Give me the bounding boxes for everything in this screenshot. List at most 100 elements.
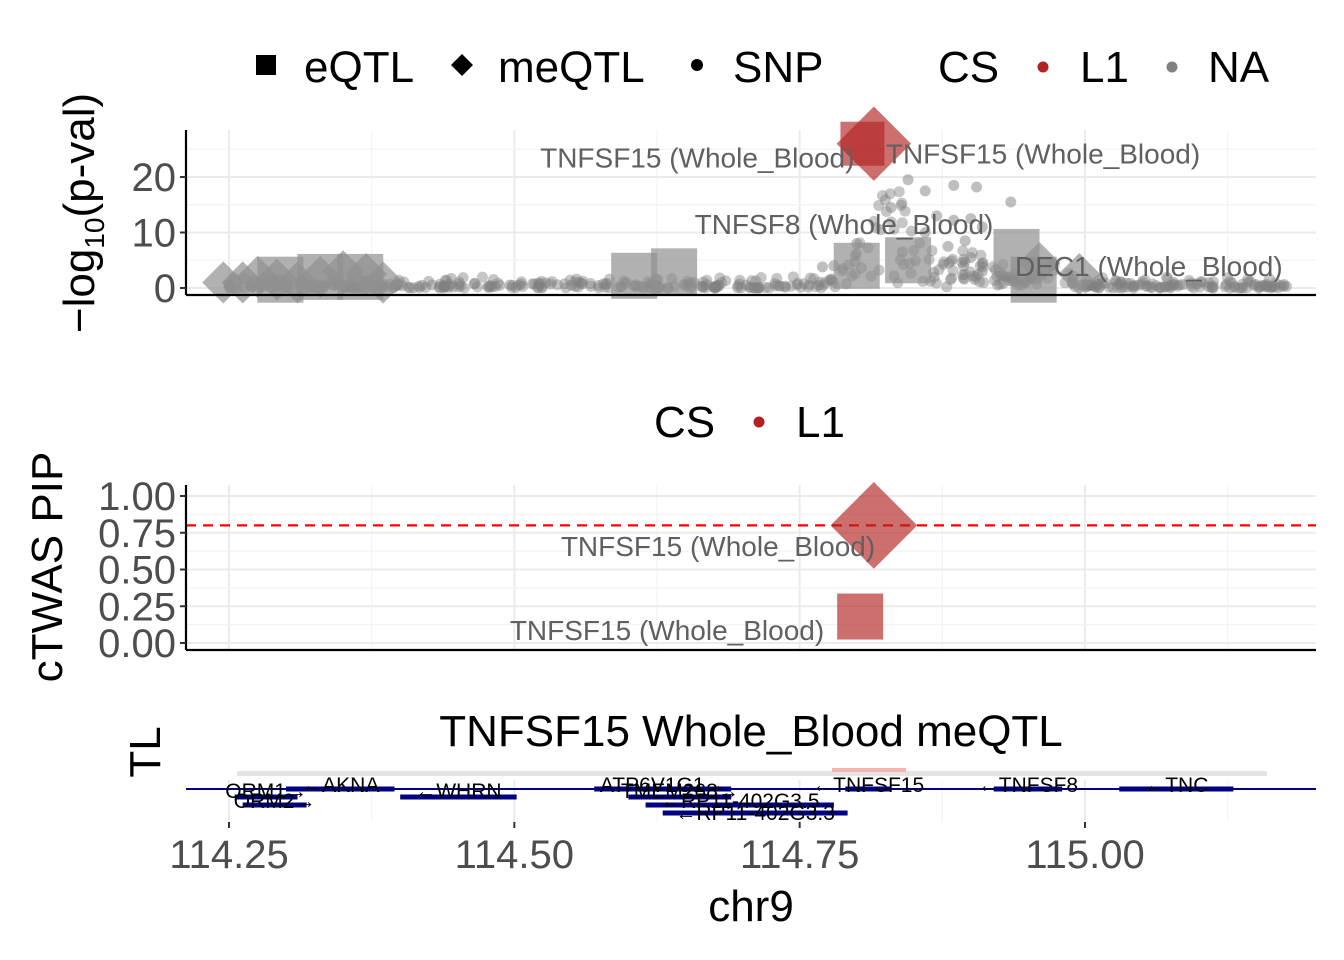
snp-point: [1194, 281, 1206, 293]
snp-point: [515, 278, 527, 290]
snp-point: [937, 259, 949, 271]
snp-point: [512, 279, 524, 291]
snp-point: [945, 255, 957, 267]
snp-point: [930, 277, 942, 289]
snp-point: [933, 264, 945, 276]
snp-point: [1253, 281, 1265, 293]
snp-point: [1159, 281, 1171, 293]
snp-point: [749, 282, 761, 294]
snp-point: [941, 281, 953, 293]
snp-point: [785, 280, 797, 292]
snp-point: [504, 279, 516, 291]
snp-point: [876, 190, 888, 202]
snp-point: [1242, 273, 1254, 285]
snp-point: [1267, 280, 1279, 292]
snp-point: [443, 281, 455, 293]
snp-point: [977, 257, 989, 269]
track-x-ticks: 114.25 114.50 114.75 115.00: [169, 822, 1145, 877]
snp-point: [928, 271, 940, 283]
gene-label: ←WHRN: [415, 780, 501, 803]
eqtl-point: [611, 252, 658, 299]
x-tick-label: 114.50: [455, 833, 574, 877]
snp-point: [536, 281, 548, 293]
snp-point: [1235, 282, 1247, 294]
snp-point: [942, 240, 954, 252]
snp-point: [816, 261, 828, 273]
snp-point: [453, 278, 465, 290]
snp-point: [697, 281, 709, 293]
snp-point: [752, 282, 764, 294]
gwas-legend: eQTL meQTL SNP CS L1 NA: [256, 43, 1270, 92]
snp-point: [1133, 279, 1145, 291]
snp-point: [745, 282, 757, 294]
snp-point: [1142, 280, 1154, 292]
snp-point: [599, 281, 611, 293]
snp-point: [938, 256, 950, 268]
snp-point: [1164, 280, 1176, 292]
snp-point: [414, 282, 426, 294]
snp-point: [487, 273, 499, 285]
snp-point: [469, 277, 481, 289]
snp-point: [1278, 279, 1290, 291]
snp-point: [997, 278, 1009, 290]
snp-point: [818, 279, 830, 291]
snp-point: [439, 274, 451, 286]
gene-body: [234, 794, 298, 800]
snp-point: [813, 276, 825, 288]
x-tick-label: 114.75: [740, 833, 859, 877]
y-tick-label: 0.75: [98, 512, 176, 556]
snp-point: [870, 222, 882, 234]
snp-point: [967, 270, 979, 282]
snp-point: [455, 280, 467, 292]
snp-point: [601, 277, 613, 289]
snp-point: [875, 224, 887, 236]
snp-point: [1110, 275, 1122, 287]
snp-point: [714, 272, 726, 284]
snp-point: [746, 275, 758, 287]
snp-point: [716, 277, 728, 289]
snp-point: [438, 280, 450, 292]
snp-point: [1110, 275, 1122, 287]
snp-point: [1168, 276, 1180, 288]
ctwas-legend-cs-title: CS: [654, 398, 715, 447]
snp-point: [439, 281, 451, 293]
snp-point: [575, 277, 587, 289]
eqtl-point: [885, 237, 932, 284]
snp-point: [1259, 280, 1271, 292]
track-y-axis-title: TL: [121, 726, 170, 777]
snp-point: [1183, 275, 1195, 287]
gene-label: ←RP11-402G3.5: [660, 790, 820, 813]
snp-point: [584, 278, 596, 290]
legend-na-key: [1166, 61, 1178, 73]
snp-point: [1100, 277, 1112, 289]
snp-point: [403, 281, 415, 293]
snp-point: [533, 279, 545, 291]
snp-point: [1256, 280, 1268, 292]
snp-point: [1270, 277, 1282, 289]
track-panel: TNFSF15 Whole_Blood meQTL TL ←AKNAORM1→O…: [121, 707, 1316, 931]
snp-point: [931, 210, 943, 222]
gene-body: [845, 786, 891, 792]
snp-point: [1145, 281, 1157, 293]
snp-point: [571, 273, 583, 285]
snp-point: [434, 278, 446, 290]
cs-meqtl-point: [836, 106, 912, 181]
snp-point: [919, 227, 931, 238]
snp-point: [1275, 279, 1287, 291]
track-x-axis-title: chr9: [708, 882, 794, 931]
snp-point: [813, 279, 825, 291]
snp-point: [734, 274, 746, 286]
snp-point: [1174, 279, 1186, 291]
snp-point: [585, 280, 597, 292]
snp-point: [711, 279, 723, 291]
y-tick-label: 0.50: [98, 549, 176, 593]
snp-point: [734, 278, 746, 290]
snp-point: [1128, 280, 1140, 292]
legend-label-na: NA: [1208, 43, 1270, 92]
snp-point: [959, 268, 971, 280]
snp-point: [753, 282, 765, 294]
legend-l1-key: [1037, 61, 1049, 73]
snp-point: [884, 188, 896, 200]
snp-point: [1094, 281, 1106, 293]
